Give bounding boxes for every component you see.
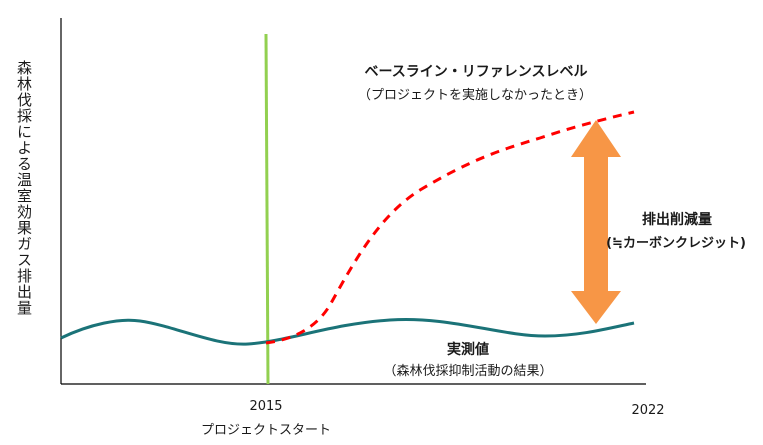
reduction-title: 排出削減量 (642, 212, 712, 228)
actual-subtitle: （森林伐採抑制活動の結果） (383, 364, 553, 379)
x-start-year: 2015 (249, 399, 283, 414)
y-axis-label: 森林伐採による温室効果ガス排出量 (15, 60, 33, 316)
x-end-year: 2022 (631, 403, 665, 418)
x-start-label: プロジェクトスタート (200, 423, 331, 438)
actual-values-line (60, 317, 635, 346)
reduction-subtitle: (≒カーボンクレジット) (606, 236, 746, 251)
project-start-line (264, 33, 270, 385)
baseline-subtitle: （プロジェクトを実施しなかったとき） (357, 88, 592, 103)
baseline-reference-line (265, 110, 635, 345)
baseline-title: ベースライン・リファレンスレベル (364, 64, 588, 80)
actual-title: 実測値 (447, 342, 489, 358)
emission-reduction-arrow (571, 120, 621, 324)
